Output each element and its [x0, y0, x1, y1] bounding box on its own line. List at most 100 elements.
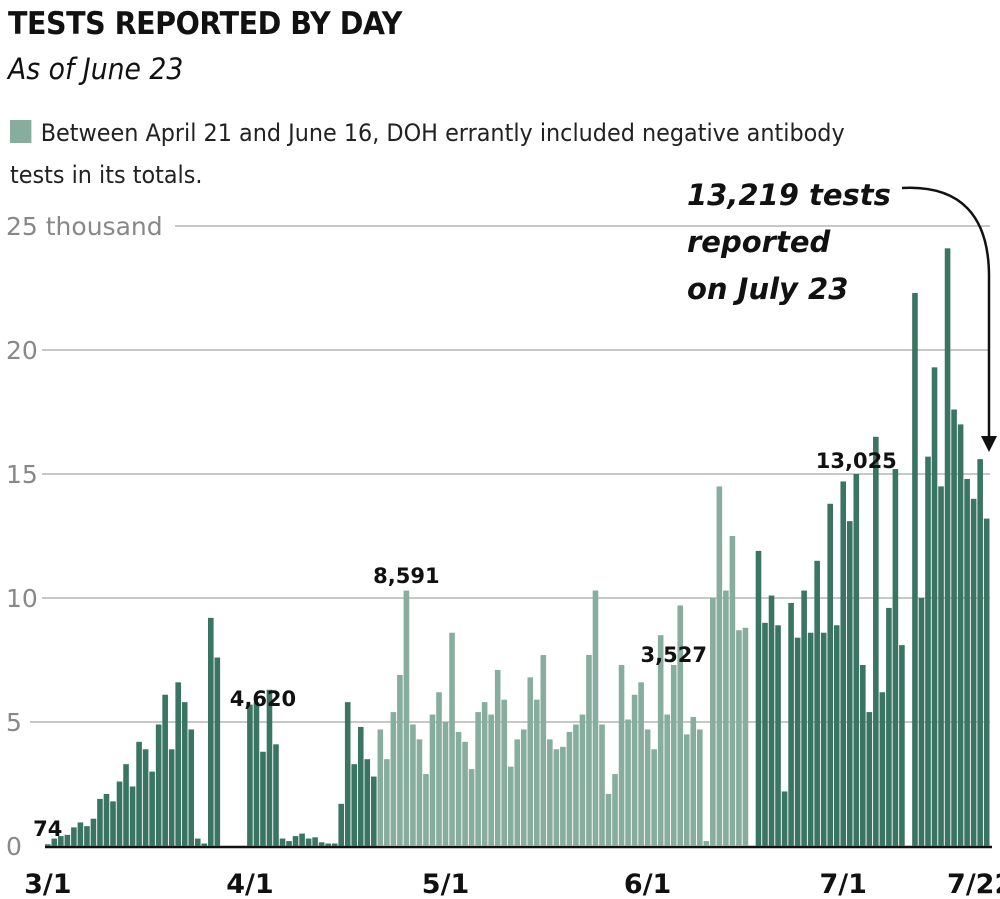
bar [429, 714, 436, 846]
bar [716, 486, 723, 846]
bar [488, 714, 494, 846]
bar [729, 536, 736, 846]
bar [755, 550, 762, 846]
y-tick-label: 0 [6, 832, 22, 861]
bar [266, 689, 273, 846]
chart-subtitle: As of June 23 [8, 52, 184, 86]
bar [670, 664, 677, 846]
bar [710, 598, 716, 846]
bar [697, 729, 703, 846]
bar [253, 702, 260, 846]
legend-swatch-antibody [10, 120, 32, 143]
bar [292, 836, 299, 846]
bar [938, 486, 944, 846]
bar [410, 724, 416, 846]
bar [566, 731, 573, 846]
bar [527, 677, 534, 846]
bar [247, 704, 253, 846]
annotation: 13,219 tests reported on July 23 [687, 178, 997, 452]
y-tick-label: 5 [6, 708, 22, 737]
x-tick-label: 3/1 [24, 869, 71, 899]
x-tick-label: 6/1 [624, 869, 671, 899]
bar [768, 595, 775, 846]
y-axis-ticks: 0 5 10 15 20 25 thousand [6, 212, 163, 861]
bar [579, 714, 586, 846]
bar [475, 712, 481, 846]
bar [860, 664, 866, 846]
bar [690, 717, 697, 846]
y-tick-label: 25 thousand [6, 212, 163, 241]
bar [103, 793, 110, 846]
bar [501, 699, 507, 846]
bar [638, 682, 644, 846]
bar [788, 602, 794, 846]
bar [162, 694, 168, 846]
bar [723, 590, 729, 846]
bar [136, 741, 142, 846]
annotation-text: reported [687, 225, 830, 259]
bar [677, 605, 684, 846]
bar [586, 655, 592, 846]
bar [97, 798, 103, 846]
bar [416, 739, 423, 846]
bar [149, 771, 155, 846]
bar [925, 456, 931, 846]
bar [110, 801, 116, 846]
bar [931, 367, 938, 846]
bar [970, 498, 977, 846]
bar [318, 842, 325, 846]
bar [846, 521, 853, 846]
bar [351, 764, 358, 846]
annotation-arrowhead-icon [981, 436, 997, 452]
bar [116, 781, 123, 846]
bar [918, 598, 925, 846]
bar [605, 793, 612, 846]
bar [592, 590, 599, 846]
bar [494, 669, 501, 846]
bar [188, 729, 195, 846]
y-tick-label: 20 [6, 336, 38, 365]
bar [449, 632, 455, 846]
bar [403, 590, 410, 846]
x-tick-label: 7/22 [947, 869, 1000, 899]
bar [286, 841, 292, 846]
bar [651, 749, 657, 846]
bar [364, 759, 371, 846]
bar [123, 764, 129, 846]
x-tick-label: 5/1 [422, 869, 469, 899]
bar [390, 712, 397, 846]
bar [853, 474, 860, 846]
bar [873, 436, 879, 846]
bar [325, 843, 331, 846]
bar [331, 843, 338, 846]
bar [683, 734, 690, 846]
bar [442, 722, 449, 846]
bar [214, 657, 221, 846]
y-tick-label: 10 [6, 584, 38, 613]
annotation-text: on July 23 [687, 272, 848, 306]
bar [312, 837, 318, 846]
bar [397, 674, 403, 846]
bar [520, 729, 527, 846]
bar [964, 478, 970, 846]
bar [547, 739, 553, 846]
bar [58, 836, 64, 846]
bar [181, 702, 188, 846]
bar [260, 751, 266, 846]
bar [279, 838, 286, 846]
bar [51, 838, 58, 846]
bar [781, 791, 788, 846]
data-label: 74 [33, 817, 62, 841]
bar [657, 635, 664, 846]
bar [436, 692, 442, 846]
data-labels: 74 4,620 8,591 3,527 13,025 [33, 449, 897, 841]
data-label: 13,025 [816, 449, 897, 473]
annotation-text: 13,219 tests [687, 178, 891, 212]
bars [45, 248, 990, 847]
bar [840, 481, 847, 846]
x-tick-label: 7/1 [820, 869, 867, 899]
bar [423, 774, 429, 846]
bar [957, 424, 964, 846]
bar [129, 786, 136, 846]
bar [142, 749, 149, 846]
